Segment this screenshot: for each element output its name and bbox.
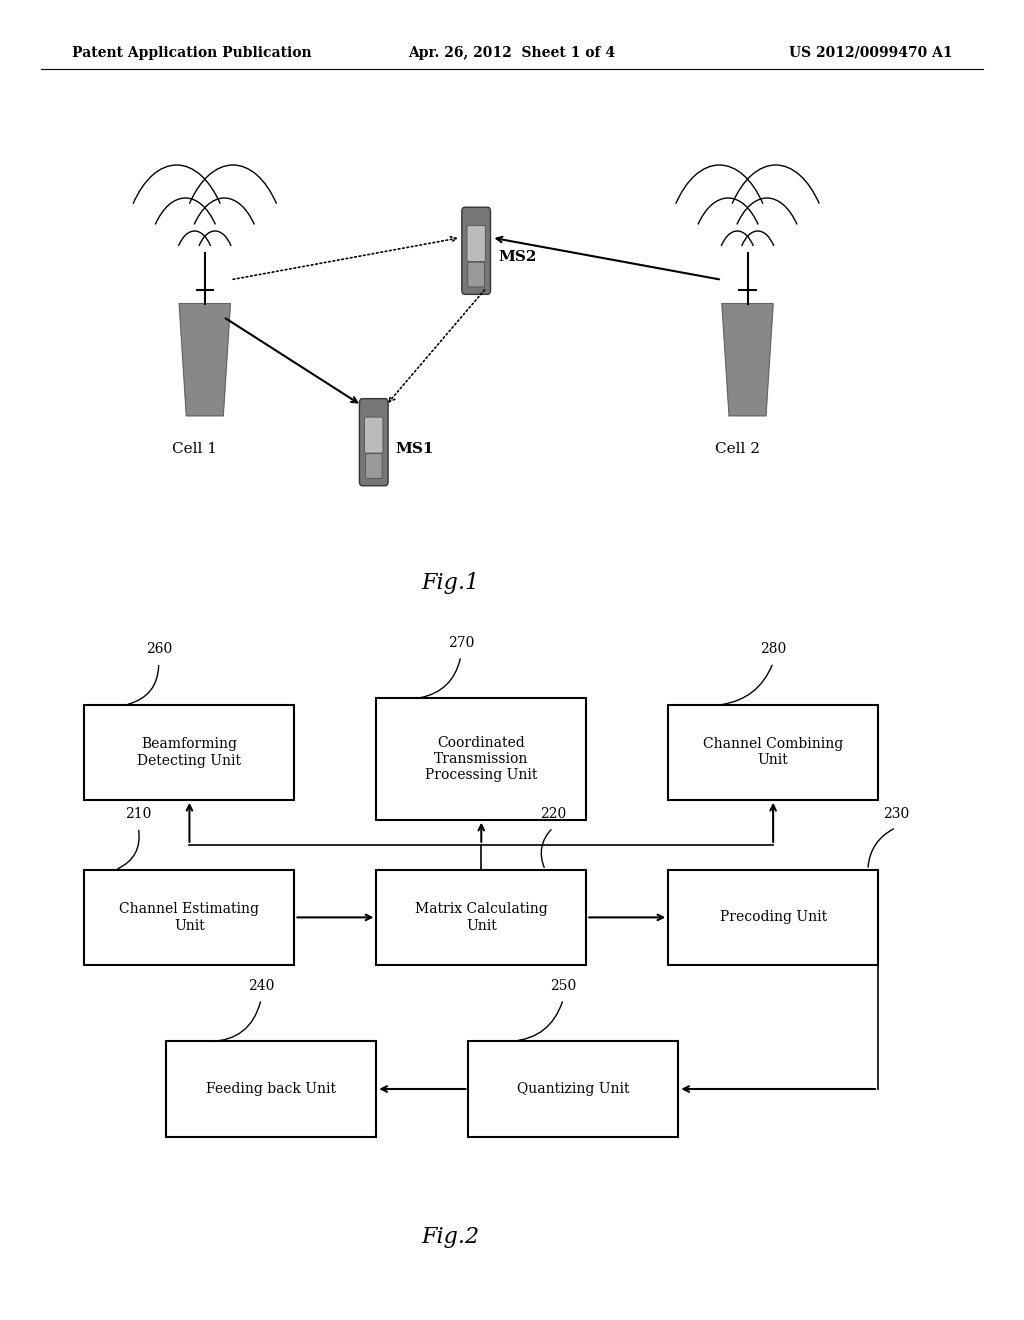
FancyBboxPatch shape [365, 417, 383, 453]
Text: Channel Combining
Unit: Channel Combining Unit [703, 738, 843, 767]
Text: 220: 220 [540, 808, 566, 821]
Text: 260: 260 [145, 643, 172, 656]
Text: MS2: MS2 [498, 251, 537, 264]
Text: 240: 240 [248, 979, 274, 993]
Text: Cell 2: Cell 2 [715, 442, 760, 455]
Text: MS1: MS1 [395, 442, 434, 455]
Bar [167, 1041, 377, 1137]
Text: 270: 270 [447, 636, 474, 649]
Text: 280: 280 [760, 643, 786, 656]
FancyBboxPatch shape [359, 399, 388, 486]
Text: Matrix Calculating
Unit: Matrix Calculating Unit [415, 903, 548, 932]
FancyBboxPatch shape [467, 226, 485, 261]
Bar [469, 1041, 679, 1137]
Text: Quantizing Unit: Quantizing Unit [517, 1082, 630, 1096]
FancyBboxPatch shape [468, 263, 484, 286]
Bar [84, 870, 295, 965]
Text: Feeding back Unit: Feeding back Unit [207, 1082, 336, 1096]
Text: Patent Application Publication: Patent Application Publication [72, 46, 311, 59]
Polygon shape [722, 304, 773, 416]
Text: Cell 1: Cell 1 [172, 442, 217, 455]
Bar [668, 705, 878, 800]
Text: Precoding Unit: Precoding Unit [720, 911, 826, 924]
Text: 230: 230 [883, 808, 909, 821]
Bar [668, 870, 878, 965]
Text: Fig.2: Fig.2 [422, 1226, 479, 1247]
Text: Fig.1: Fig.1 [422, 573, 479, 594]
Text: Channel Estimating
Unit: Channel Estimating Unit [120, 903, 259, 932]
Text: 250: 250 [550, 979, 577, 993]
Text: Coordinated
Transmission
Processing Unit: Coordinated Transmission Processing Unit [425, 735, 538, 783]
Text: Apr. 26, 2012  Sheet 1 of 4: Apr. 26, 2012 Sheet 1 of 4 [409, 46, 615, 59]
Text: US 2012/0099470 A1: US 2012/0099470 A1 [788, 46, 952, 59]
Polygon shape [179, 304, 230, 416]
Bar [377, 870, 586, 965]
Bar [377, 698, 586, 820]
FancyBboxPatch shape [462, 207, 490, 294]
Bar [84, 705, 295, 800]
FancyBboxPatch shape [366, 454, 382, 478]
Text: 210: 210 [125, 808, 152, 821]
Text: Beamforming
Detecting Unit: Beamforming Detecting Unit [137, 738, 242, 767]
